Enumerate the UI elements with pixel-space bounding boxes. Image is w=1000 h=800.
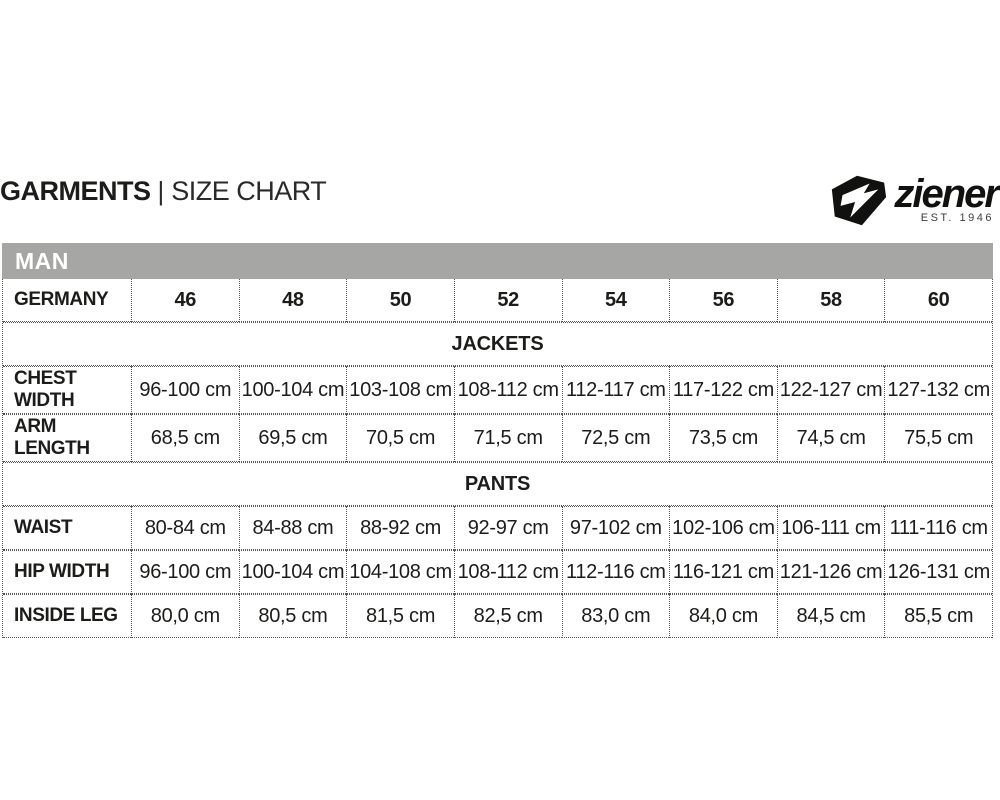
size-column-header: 46 bbox=[131, 279, 239, 322]
measurement-value-cell: 104-108 cm bbox=[346, 550, 454, 594]
measurement-value-cell: 80,0 cm bbox=[131, 594, 239, 638]
measurement-value-cell: 100-104 cm bbox=[238, 550, 347, 594]
measurement-value-cell: 127-132 cm bbox=[884, 366, 992, 414]
brand-wordmark: ziener bbox=[894, 171, 1000, 216]
measurement-value-cell: 121-126 cm bbox=[776, 550, 885, 594]
measurement-value-cell: 97-102 cm bbox=[561, 506, 670, 550]
ziener-shield-icon bbox=[832, 175, 887, 226]
measurement-value-cell: 92-97 cm bbox=[453, 506, 562, 550]
measurement-value-cell: 108-112 cm bbox=[453, 550, 562, 594]
row-label: ARM LENGTH bbox=[3, 414, 131, 462]
size-header-row: GERMANY 46 48 50 52 54 56 58 60 bbox=[3, 279, 992, 322]
size-chart: MAN GERMANY 46 48 50 52 54 56 58 60 JACKETS CHEST … bbox=[2, 243, 993, 638]
size-column-header: 56 bbox=[669, 279, 777, 322]
size-column-header: 50 bbox=[346, 279, 454, 322]
section-title: JACKETS bbox=[3, 322, 992, 366]
measurement-value-cell: 116-121 cm bbox=[669, 550, 777, 594]
size-column-header: 54 bbox=[561, 279, 670, 322]
measurement-value-cell: 70,5 cm bbox=[346, 414, 454, 462]
measurement-value-cell: 69,5 cm bbox=[238, 414, 347, 462]
brand-established-text: EST. 1946 bbox=[920, 211, 994, 224]
measurement-value-cell: 111-116 cm bbox=[884, 506, 992, 550]
measurement-value-cell: 84-88 cm bbox=[238, 506, 347, 550]
measurement-value-cell: 102-106 cm bbox=[669, 506, 777, 550]
measurement-value-cell: 73,5 cm bbox=[669, 414, 777, 462]
measurement-value-cell: 75,5 cm bbox=[884, 414, 992, 462]
size-column-header: 48 bbox=[238, 279, 347, 322]
measurement-row: INSIDE LEG 80,0 cm 80,5 cm 81,5 cm 82,5 cm 83… bbox=[3, 594, 992, 638]
measurement-value-cell: 112-116 cm bbox=[561, 550, 670, 594]
measurement-value-cell: 72,5 cm bbox=[561, 414, 670, 462]
measurement-value-cell: 103-108 cm bbox=[346, 366, 454, 414]
measurement-value-cell: 84,0 cm bbox=[669, 594, 777, 638]
gender-band: MAN bbox=[2, 243, 993, 279]
measurement-value-cell: 83,0 cm bbox=[561, 594, 670, 638]
measurement-value-cell: 100-104 cm bbox=[238, 366, 347, 414]
measurement-value-cell: 108-112 cm bbox=[453, 366, 562, 414]
measurement-value-cell: 80-84 cm bbox=[131, 506, 239, 550]
measurement-row: WAIST 80-84 cm 84-88 cm 88-92 cm 92-97 cm 97-… bbox=[3, 506, 992, 550]
size-column-header: 52 bbox=[453, 279, 562, 322]
measurement-value-cell: 81,5 cm bbox=[346, 594, 454, 638]
size-column-header: 58 bbox=[776, 279, 885, 322]
section-header-row: JACKETS bbox=[3, 322, 992, 366]
page-title-bold: GARMENTS bbox=[0, 176, 151, 206]
page-title-regular: SIZE CHART bbox=[171, 176, 327, 206]
size-table: GERMANY 46 48 50 52 54 56 58 60 JACKETS CHEST WIDT… bbox=[2, 279, 993, 638]
row-label: CHEST WIDTH bbox=[3, 366, 131, 414]
measurement-value-cell: 112-117 cm bbox=[561, 366, 670, 414]
measurement-value-cell: 68,5 cm bbox=[131, 414, 239, 462]
section-header-row: PANTS bbox=[3, 462, 992, 506]
measurement-value-cell: 117-122 cm bbox=[669, 366, 777, 414]
measurement-row: HIP WIDTH 96-100 cm 100-104 cm 104-108 cm 10… bbox=[3, 550, 992, 594]
row-label: WAIST bbox=[3, 506, 131, 550]
section-title: PANTS bbox=[3, 462, 992, 506]
measurement-value-cell: 88-92 cm bbox=[346, 506, 454, 550]
measurement-value-cell: 80,5 cm bbox=[238, 594, 347, 638]
measurement-row: ARM LENGTH 68,5 cm 69,5 cm 70,5 cm 71,5 cm 72… bbox=[3, 414, 992, 462]
brand-wordmark-block: ziener EST. 1946 bbox=[894, 171, 1000, 224]
row-label: HIP WIDTH bbox=[3, 550, 131, 594]
measurement-value-cell: 71,5 cm bbox=[453, 414, 562, 462]
measurement-value-cell: 96-100 cm bbox=[131, 366, 239, 414]
gender-band-label: MAN bbox=[15, 247, 69, 274]
row-label-germany: GERMANY bbox=[3, 279, 131, 322]
row-label: INSIDE LEG bbox=[3, 594, 131, 638]
brand-logo: ziener EST. 1946 bbox=[827, 171, 1000, 228]
size-column-header: 60 bbox=[884, 279, 992, 322]
page-title-separator: | bbox=[157, 176, 165, 206]
measurement-value-cell: 82,5 cm bbox=[453, 594, 562, 638]
measurement-value-cell: 126-131 cm bbox=[884, 550, 992, 594]
page-title: GARMENTS | SIZE CHART bbox=[0, 176, 327, 207]
measurement-row: CHEST WIDTH 96-100 cm 100-104 cm 103-108 cm… bbox=[3, 366, 992, 414]
measurement-value-cell: 106-111 cm bbox=[776, 506, 885, 550]
measurement-value-cell: 122-127 cm bbox=[776, 366, 885, 414]
measurement-value-cell: 96-100 cm bbox=[131, 550, 239, 594]
measurement-value-cell: 85,5 cm bbox=[884, 594, 992, 638]
measurement-value-cell: 74,5 cm bbox=[776, 414, 885, 462]
measurement-value-cell: 84,5 cm bbox=[776, 594, 885, 638]
